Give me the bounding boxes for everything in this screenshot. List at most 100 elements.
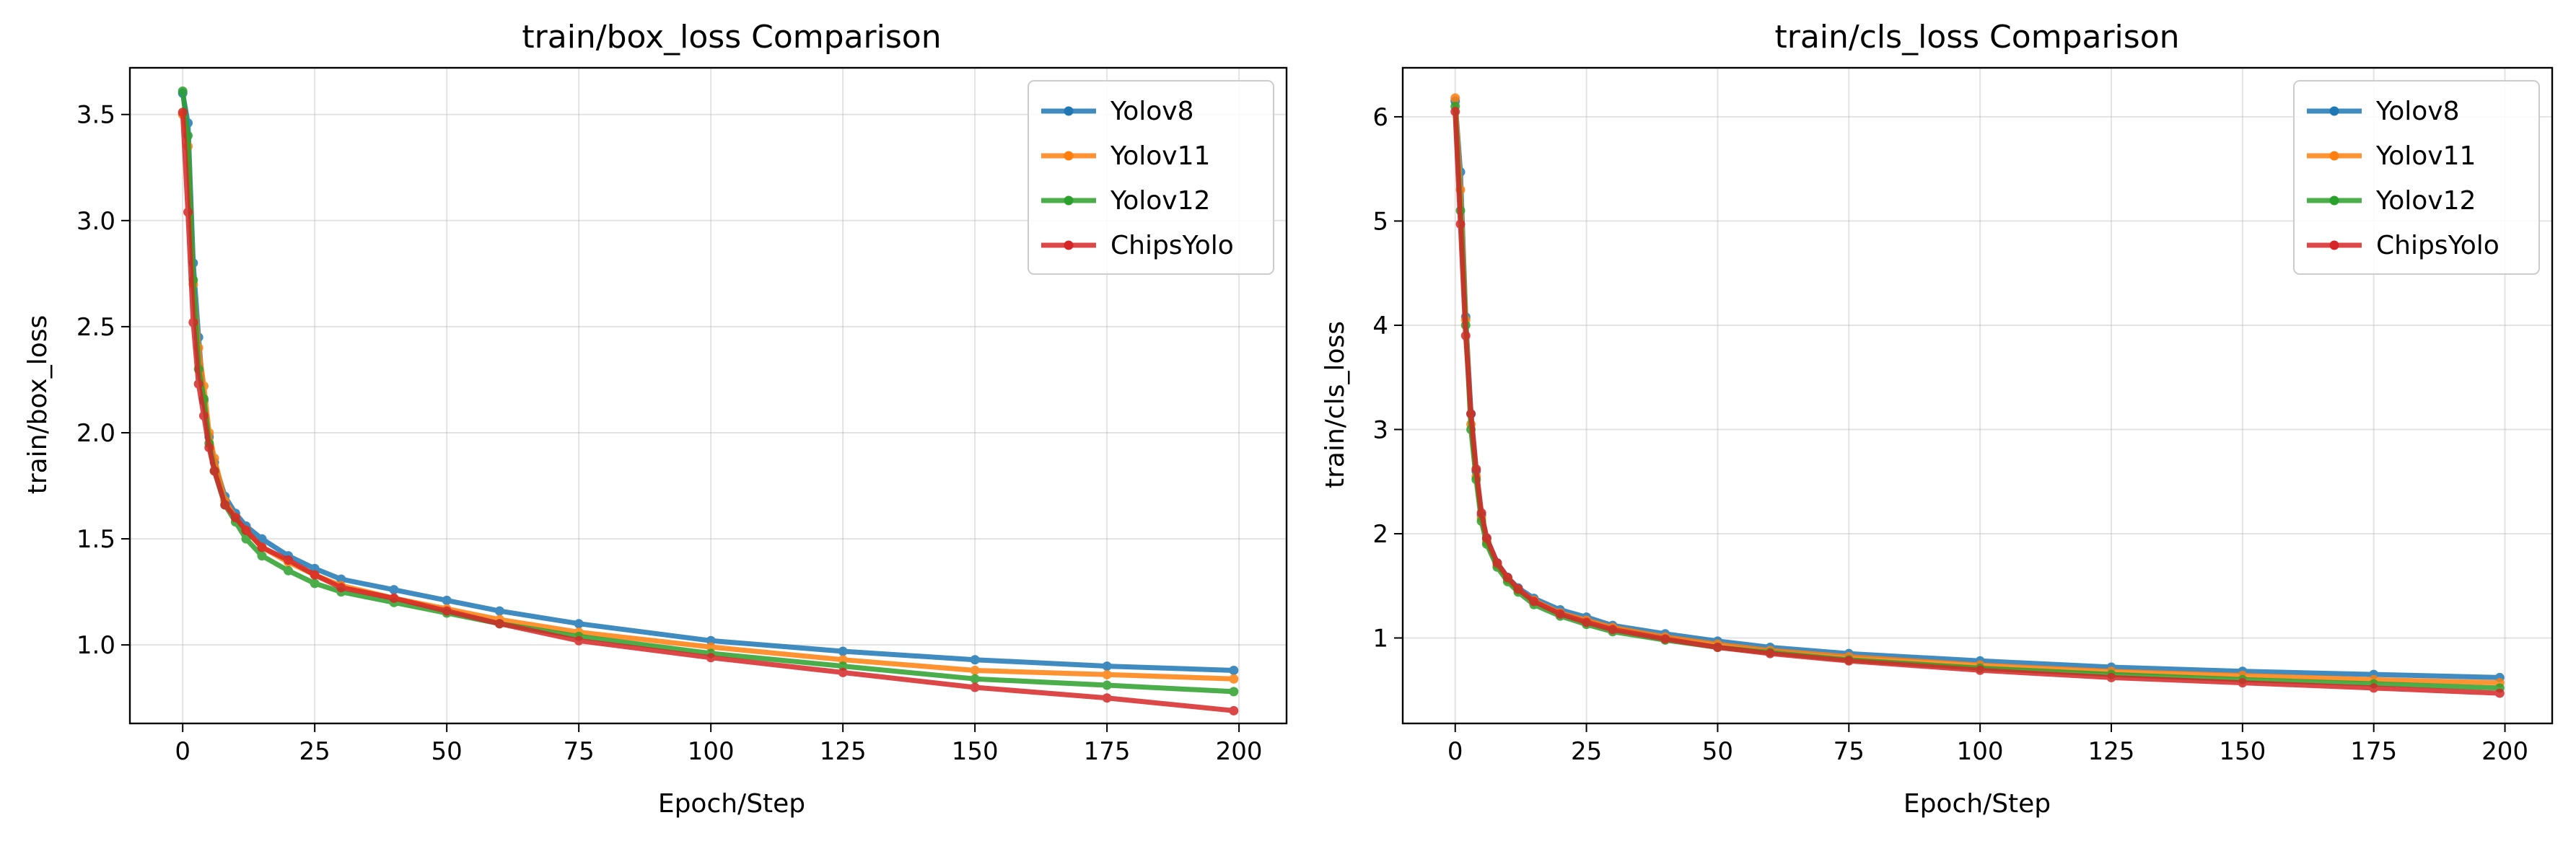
data-point — [1476, 508, 1486, 518]
data-point — [310, 570, 320, 580]
y-tick-label: 1.0 — [76, 631, 115, 660]
data-point — [193, 379, 203, 389]
data-point — [706, 653, 716, 663]
data-point — [838, 667, 848, 677]
data-point — [389, 593, 399, 603]
x-tick-label: 75 — [564, 737, 595, 766]
data-point — [1492, 558, 1502, 568]
x-tick-label: 125 — [820, 737, 867, 766]
legend-item-chipsyolo: ChipsYolo — [1041, 231, 1234, 260]
x-axis-label: Epoch/Step — [1903, 789, 2051, 819]
data-point — [1460, 330, 1471, 340]
legend-label: Yolov12 — [1110, 186, 1210, 216]
legend-marker — [1064, 195, 1074, 206]
data-point — [2106, 672, 2116, 682]
data-point — [336, 583, 346, 593]
chart-title: train/box_loss Comparison — [522, 19, 941, 56]
data-point — [1450, 107, 1460, 117]
x-tick-label: 25 — [1571, 737, 1602, 766]
legend-marker — [2329, 151, 2339, 161]
data-point — [1229, 674, 1239, 684]
series-chipsyolo — [1450, 107, 2505, 698]
y-tick-label: 4 — [1372, 312, 1388, 340]
data-point — [257, 542, 267, 552]
data-point — [1455, 219, 1466, 229]
data-point — [2369, 683, 2379, 693]
data-point — [1229, 705, 1239, 715]
panel-box-loss: train/box_loss Comparison Epoch/Step tra… — [23, 19, 1288, 819]
data-point — [970, 674, 980, 684]
data-point — [1502, 573, 1512, 583]
data-point — [1555, 609, 1565, 619]
data-point — [442, 606, 452, 616]
y-axis-label: train/box_loss — [23, 315, 53, 495]
data-point — [198, 410, 209, 420]
data-point — [1765, 648, 1775, 659]
data-point — [389, 585, 399, 595]
legend-label: Yolov8 — [2375, 97, 2459, 126]
x-tick-label: 50 — [431, 737, 463, 766]
legend-marker — [1064, 151, 1074, 161]
data-point — [2494, 688, 2505, 698]
x-tick-label: 0 — [1447, 737, 1463, 766]
legend-item-yolov12: Yolov12 — [2307, 186, 2476, 216]
data-point — [1102, 661, 1112, 672]
legend-label: Yolov11 — [2375, 141, 2476, 171]
y-tick-label: 1.5 — [76, 525, 115, 554]
x-tick-label: 150 — [2219, 737, 2266, 766]
legend-label: Yolov11 — [1110, 141, 1210, 171]
x-tick-label: 50 — [1702, 737, 1733, 766]
legend-box — [1028, 80, 1274, 275]
data-point — [204, 443, 214, 453]
data-point — [1582, 617, 1592, 628]
data-point — [574, 635, 584, 646]
data-point — [178, 107, 188, 118]
y-tick-label: 5 — [1372, 207, 1388, 236]
x-axis-label: Epoch/Step — [658, 789, 805, 819]
legend-item-yolov11: Yolov11 — [1041, 141, 1210, 171]
data-point — [494, 619, 504, 629]
data-point — [241, 525, 251, 535]
x-tick-label: 175 — [1084, 737, 1131, 766]
data-point — [284, 565, 294, 576]
data-point — [1102, 693, 1112, 703]
legend-label: Yolov12 — [2375, 186, 2476, 216]
data-point — [838, 646, 848, 656]
data-point — [1608, 625, 1618, 635]
legend-item-yolov8: Yolov8 — [2307, 97, 2459, 126]
legend-marker — [2329, 106, 2339, 116]
data-point — [1471, 464, 1481, 474]
data-point — [178, 86, 188, 96]
chart-title: train/cls_loss Comparison — [1775, 19, 2180, 56]
plot-frame — [128, 66, 1288, 725]
data-point — [1102, 669, 1112, 679]
y-tick-label: 2 — [1372, 520, 1388, 549]
data-point — [970, 682, 980, 692]
data-point — [1844, 656, 1854, 666]
data-point — [1481, 533, 1491, 543]
legend-marker — [2329, 240, 2339, 250]
data-point — [1712, 643, 1722, 653]
data-point — [2238, 678, 2248, 688]
x-tick-label: 175 — [2350, 737, 2397, 766]
y-tick-label: 3.5 — [76, 101, 115, 130]
data-point — [188, 317, 198, 327]
x-tick-label: 125 — [2088, 737, 2135, 766]
data-point — [1102, 680, 1112, 690]
y-tick-label: 2.5 — [76, 313, 115, 342]
x-tick-label: 25 — [299, 737, 330, 766]
data-point — [442, 595, 452, 605]
data-point — [970, 665, 980, 675]
data-point — [209, 466, 219, 476]
data-point — [970, 655, 980, 665]
data-point — [183, 207, 193, 217]
y-axis-label: train/cls_loss — [1320, 321, 1350, 488]
legend-marker — [1064, 240, 1074, 250]
legend-box — [2293, 80, 2540, 275]
data-point — [494, 606, 504, 616]
data-point — [1229, 665, 1239, 675]
data-point — [1450, 93, 1460, 103]
x-tick-label: 150 — [952, 737, 999, 766]
x-tick-label: 200 — [1216, 737, 1263, 766]
